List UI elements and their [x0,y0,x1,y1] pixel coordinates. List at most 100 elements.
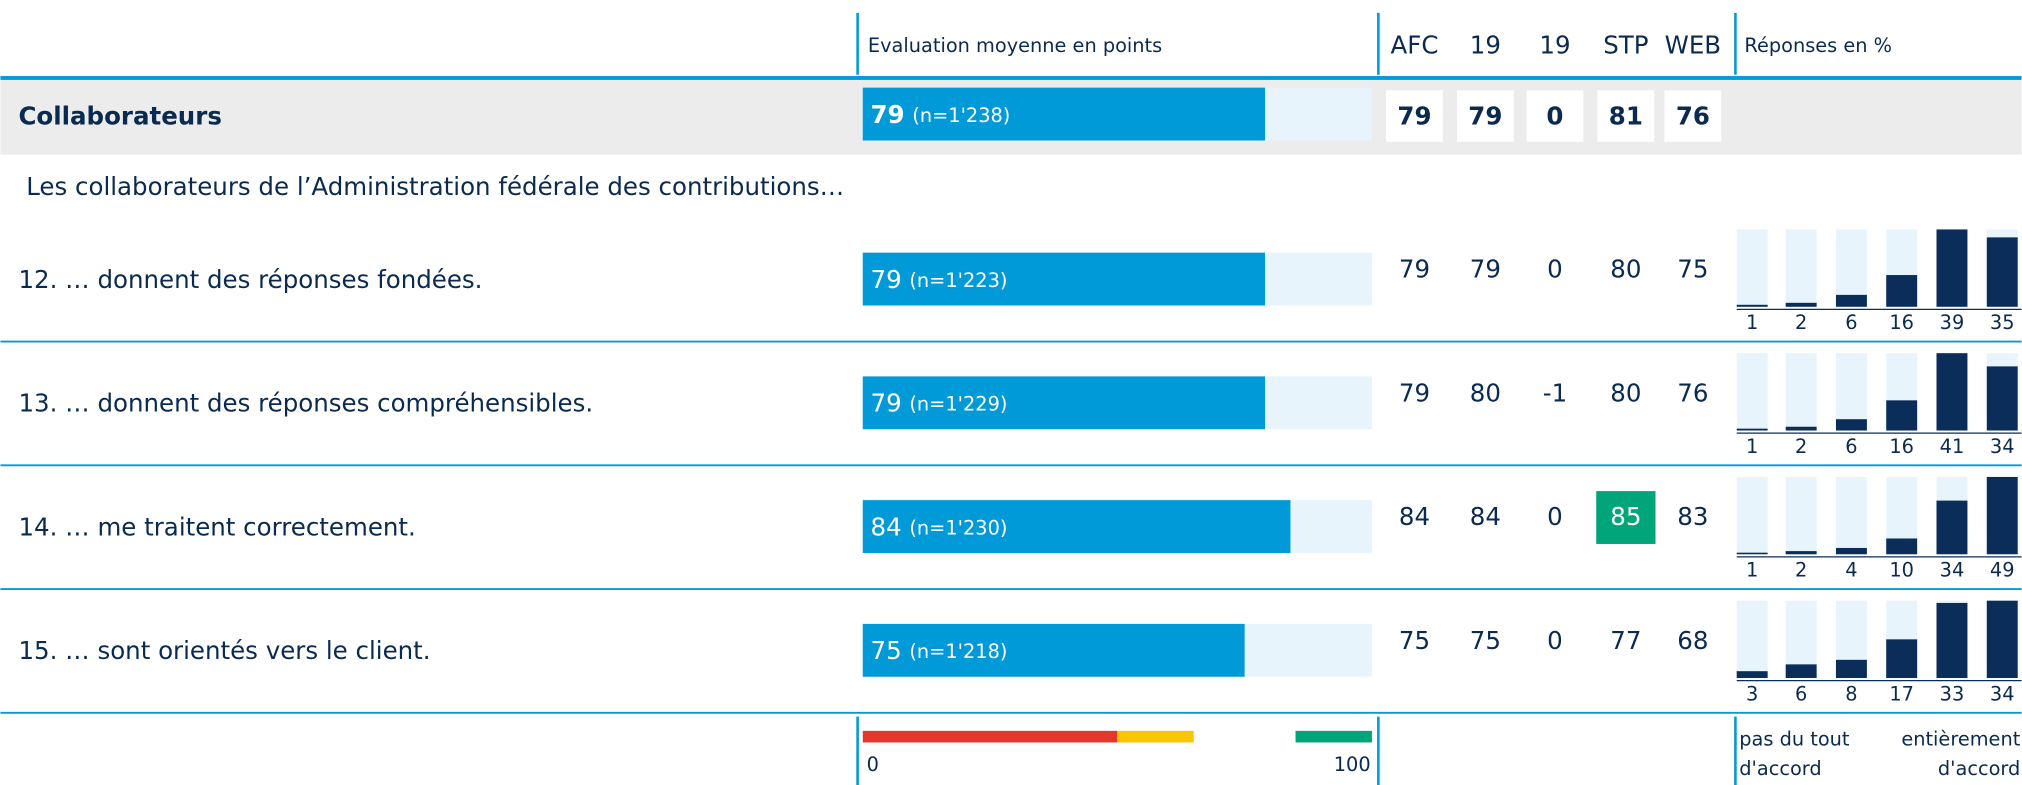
score-n: (n=1'223) [909,269,1007,292]
dist-track [1736,353,1768,431]
score-bar [862,87,1265,141]
summary-value: 79 [1397,101,1431,130]
dist-label: 33 [1940,682,1965,705]
dist-bar [1936,602,1968,679]
dist-label: 3 [1746,682,1758,705]
dist-bar [1986,237,2018,307]
column-value: 77 [1610,626,1641,655]
dist-label: 16 [1889,435,1914,458]
dist-label: 6 [1845,435,1857,458]
scale-band [1295,730,1372,743]
column-header: WEB [1665,30,1721,59]
dist-bar [1736,671,1768,679]
cell-bg [1386,90,1443,142]
dist-track [1785,353,1817,431]
dist-track [1736,476,1768,555]
dist-bar [1785,302,1817,307]
summary-value: 76 [1676,101,1710,130]
cell-bg [1664,90,1722,142]
dist-label: 41 [1940,435,1965,458]
footer-right: entièrement [1901,727,2020,750]
score-bar [862,252,1265,306]
dist-track [1785,229,1817,307]
dist-track [1736,600,1768,679]
cell-bg [1456,90,1514,142]
score-value: 79 [870,389,901,418]
dist-bar [1835,419,1867,431]
dist-label: 34 [1940,559,1965,582]
column-header: 19 [1470,30,1501,59]
score-n: (n=1'229) [909,392,1007,415]
column-header: 19 [1539,30,1570,59]
dist-bar [1785,426,1817,431]
dist-track [1835,476,1867,555]
dist-bar [1835,294,1867,307]
footer-left: d'accord [1739,757,1821,780]
column-value: 85 [1610,502,1641,531]
scale-min: 0 [867,753,879,776]
column-value: -1 [1543,378,1567,407]
column-header: AFC [1390,30,1438,59]
dist-label: 34 [1990,435,2015,458]
dist-bar [1835,659,1867,679]
cell-bg [1526,90,1584,142]
header-rule [0,76,2022,80]
column-header: STP [1603,30,1648,59]
dist-bar [1936,229,1968,307]
column-value: 75 [1677,255,1708,284]
column-value: 84 [1399,502,1430,531]
separators [856,12,1737,785]
column-value: 75 [1470,626,1501,655]
dist-label: 17 [1889,682,1914,705]
footer-right: d'accord [1938,757,2020,780]
footer-left: pas du tout [1739,727,1850,750]
dist-label: 4 [1845,559,1857,582]
column-value: 79 [1399,378,1430,407]
score-bar [862,376,1265,430]
summary-value: 79 [1468,101,1502,130]
summary-label: Collaborateurs [18,101,221,130]
dist-bar [1936,500,1968,555]
score-label: 79 (n=1'238) [870,100,1010,129]
dist-label: 2 [1795,559,1807,582]
dist-label: 16 [1889,311,1914,334]
score-header: Evaluation moyenne en points [868,34,1162,57]
column-value: 83 [1677,502,1708,531]
score-value: 84 [870,512,901,541]
dist-track [1835,229,1867,307]
column-value: 68 [1677,626,1708,655]
score-label: 84 (n=1'230) [870,512,1007,541]
column-value: 0 [1547,255,1563,284]
dist-bar [1936,353,1968,431]
column-value: 0 [1547,502,1563,531]
dist-label: 49 [1990,559,2015,582]
column-value: 84 [1470,502,1501,531]
dist-track [1736,229,1768,307]
dist-label: 10 [1889,559,1914,582]
score-value: 79 [870,265,901,294]
dist-bar [1785,664,1817,679]
dist-bar [1835,547,1867,555]
cell-bg [1597,90,1655,142]
score-label: 75 (n=1'218) [870,636,1007,665]
dist-bar [1986,600,2018,679]
dist-track [1835,353,1867,431]
row-label: 12. … donnent des réponses fondées. [18,265,482,294]
dist-track [1785,476,1817,555]
column-value: 75 [1399,626,1430,655]
dist-bar [1986,476,2018,555]
scale-band [1117,730,1194,743]
summary-value: 0 [1546,101,1563,130]
row-label: 15. … sont orientés vers le client. [18,636,430,665]
dist-bar [1886,639,1918,679]
dist-bar [1886,538,1918,555]
dist-bar [1785,551,1817,555]
dist-bar [1736,304,1768,307]
column-value: 79 [1470,255,1501,284]
row-label: 14. … me traitent correctement. [18,512,415,541]
column-value: 80 [1610,378,1641,407]
column-value: 76 [1677,378,1708,407]
dist-label: 2 [1795,435,1807,458]
